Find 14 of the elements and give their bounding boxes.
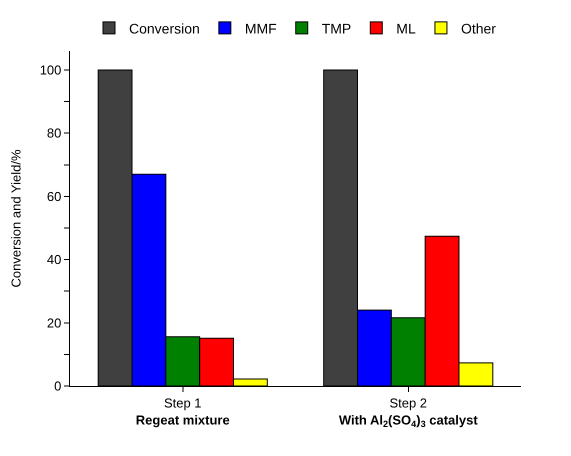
- y-tick-label: 60: [46, 188, 62, 204]
- legend-label: TMP: [322, 20, 352, 36]
- legend-label: ML: [396, 20, 416, 36]
- legend-label: Conversion: [129, 20, 200, 36]
- x-tick-label: Step 1 Regeat mixture: [136, 396, 230, 428]
- y-tick-label: 20: [46, 315, 62, 330]
- legend-label: MMF: [244, 20, 277, 36]
- y-tick-label: 40: [46, 252, 62, 268]
- legend-label: Other: [460, 20, 496, 36]
- y-tick-label: 80: [46, 126, 62, 141]
- y-tick-label: 100: [40, 62, 62, 78]
- y-axis-title: Conversion and Yield/%: [8, 149, 24, 288]
- x-tick-label: Step 2 With Al$_{2}$(SO$_{4}$)$_{3}$ catalyst: [338, 396, 478, 430]
- y-tick-label: 0: [54, 378, 62, 394]
